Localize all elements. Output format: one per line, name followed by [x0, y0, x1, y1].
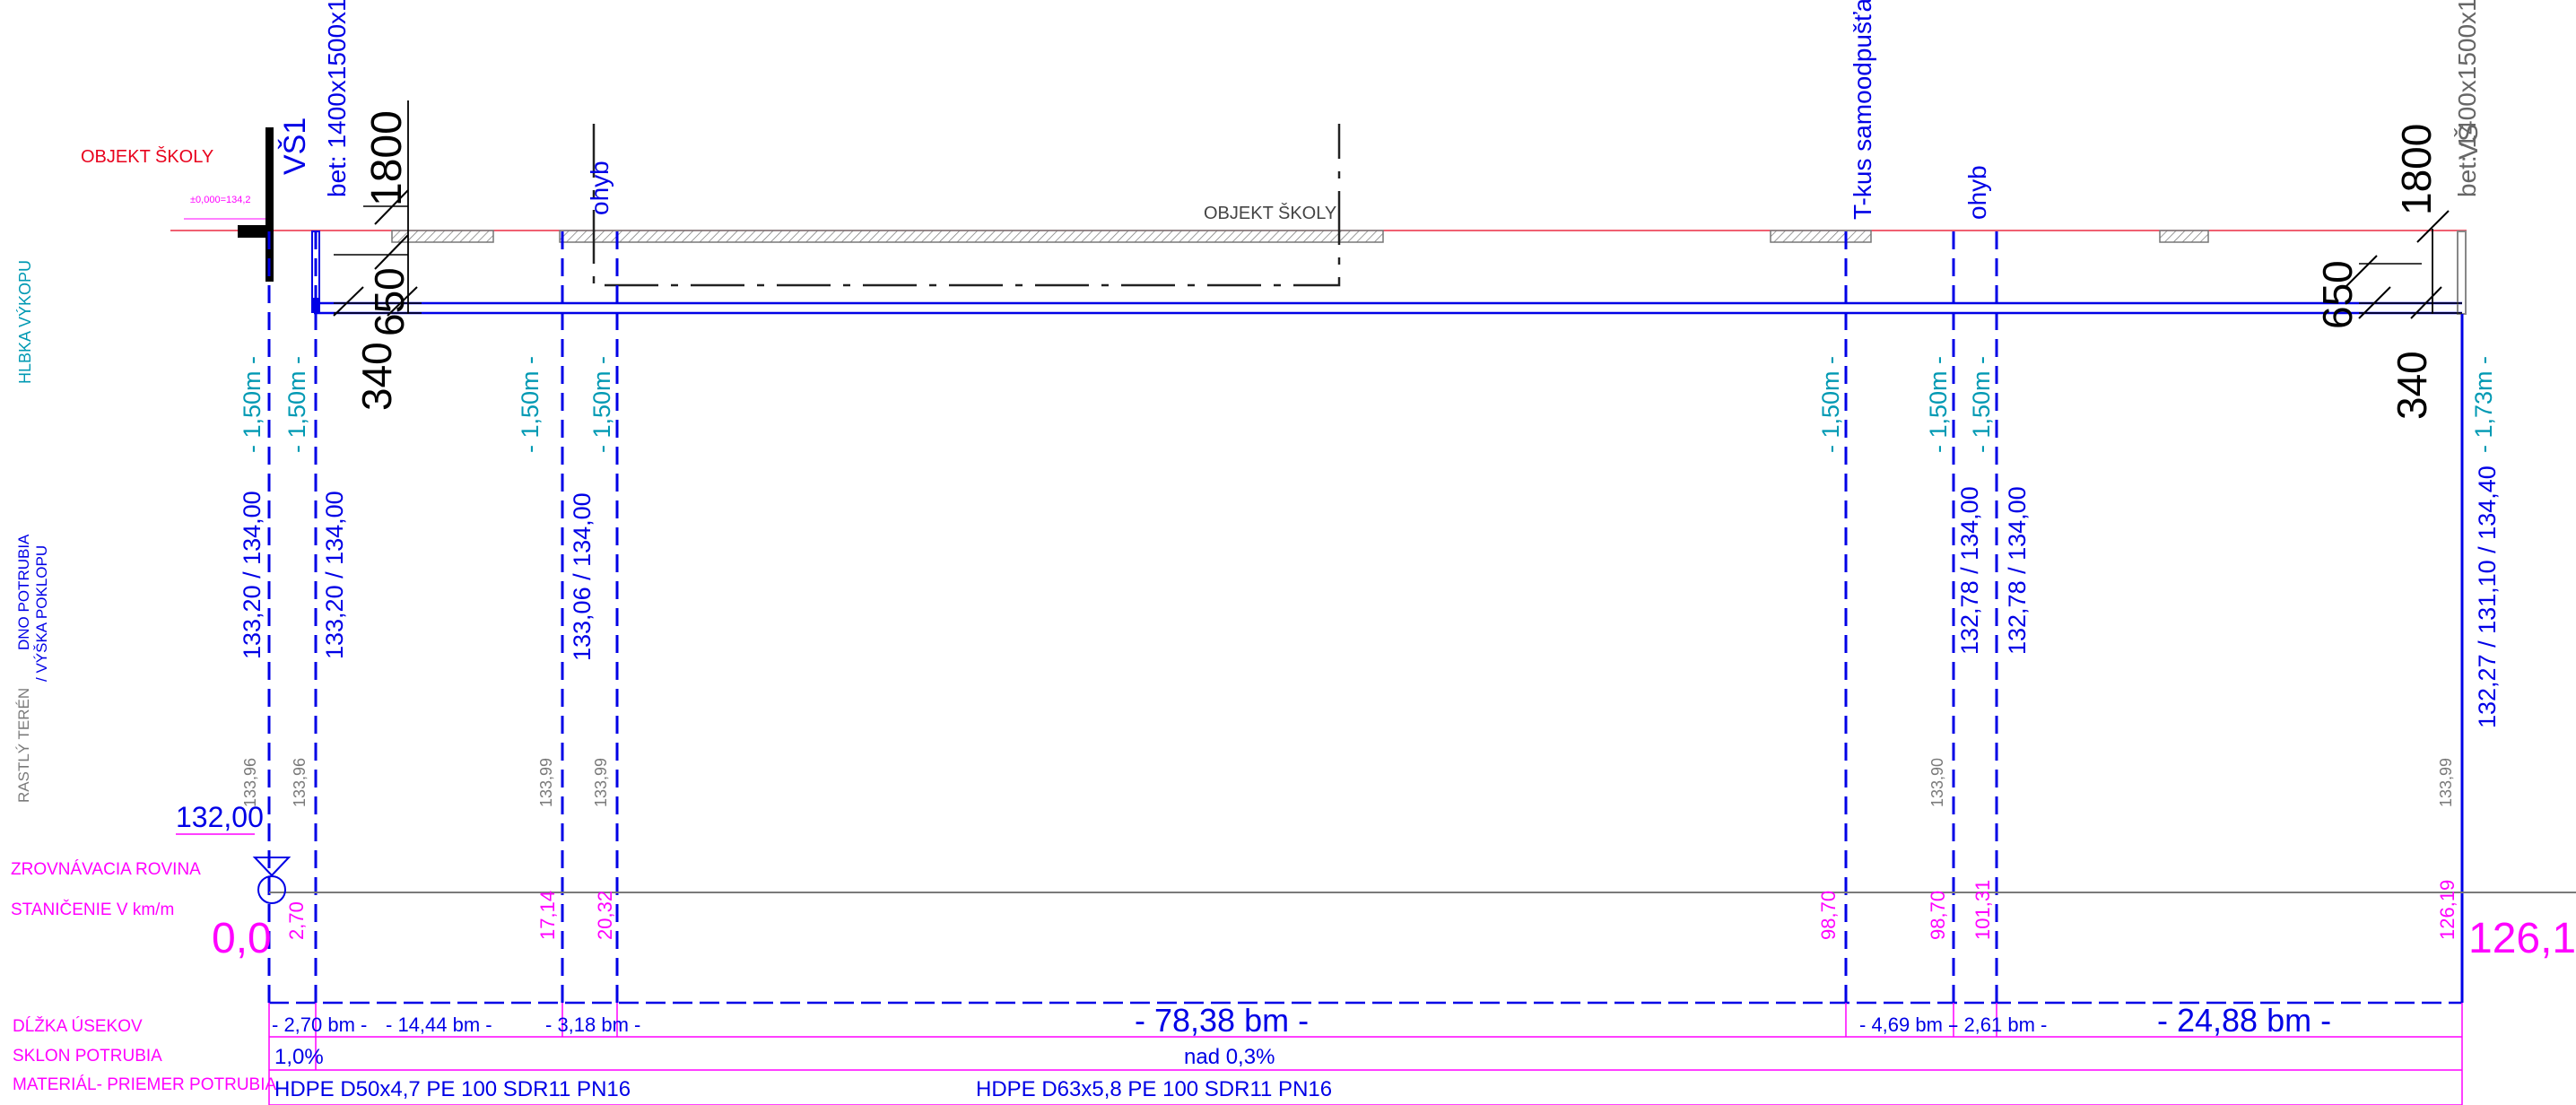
depth-value: - 1,50m - [283, 356, 310, 453]
manhole-end-name: VŠ [2453, 124, 2484, 160]
manhole-vs1-spec: bet: 1400x1500x1800 [323, 0, 351, 197]
manhole-vs1-dim-mid: 650 [366, 267, 413, 336]
chainage-start: 0,0 [212, 915, 272, 962]
datum-marker-circle [257, 875, 286, 904]
slope-value: nad 0,3% [1184, 1045, 1275, 1069]
terrain-value: 133,99 [2437, 758, 2455, 807]
segment-length: - 3,18 bm - [545, 1014, 640, 1036]
dim-tick [2416, 210, 2450, 243]
row-label-invert-1: DNO POTRUBIA [15, 534, 32, 650]
row-label-datum-plane: ZROVNÁVACIA ROVINA [11, 860, 201, 879]
hatched-slab [391, 230, 494, 243]
manhole-vs1-dim-bottom: 340 [353, 342, 400, 411]
manhole-end-dim-mid: 650 [2314, 260, 2361, 329]
manhole-vs1-bottom [313, 298, 319, 311]
chainage-value: 98,70 [1927, 891, 1949, 940]
station-label-tkus: T-kus samoodpušťací ventil [1849, 0, 1876, 220]
object-label: OBJEKT ŠKOLY [81, 146, 213, 167]
segment-length: - 78,38 bm - [1135, 1002, 1309, 1039]
terrain-value: 133,96 [291, 758, 309, 807]
station-label-ohyb: ohyb [586, 161, 614, 215]
datum-note: ±0,000=134,2 [190, 195, 251, 205]
row-label-depth: HLBKA VÝKOPU [16, 260, 34, 384]
manhole-vs1-dim-depth: 1800 [363, 110, 411, 206]
segment-length: - 24,88 bm - [2157, 1002, 2331, 1039]
dim-tick [333, 286, 364, 317]
slope-value: 1,0% [274, 1045, 324, 1069]
depth-value: - 1,50m - [588, 356, 615, 453]
manhole-end-dim-bottom: 340 [2389, 351, 2435, 420]
depth-value: - 1,73m - [2470, 356, 2497, 453]
station-lines [267, 231, 1998, 1003]
chainage-end: 126,19 [2468, 915, 2576, 962]
datum-value: 132,00 [176, 801, 264, 833]
segment-length: - 4,69 bm - [1859, 1014, 1954, 1036]
chainage-value: 17,14 [536, 891, 559, 940]
building-wall [238, 225, 266, 238]
row-label-segment-length: DĹŽKA ÚSEKOV [13, 1016, 143, 1036]
dim-tick [2358, 286, 2391, 319]
manhole-end-spec: bet: 1400x1500x1800 [2453, 0, 2481, 197]
row-label-slope: SKLON POTRUBIA [13, 1047, 162, 1066]
material-value: HDPE D63x5,8 PE 100 SDR11 PN16 [976, 1077, 1332, 1101]
manhole-vs1-name: VŠ1 [278, 117, 312, 175]
building-outline [592, 124, 1341, 287]
depth-value: - 1,50m - [239, 356, 265, 453]
dim-tick [2345, 255, 2378, 288]
material-value: HDPE D50x4,7 PE 100 SDR11 PN16 [274, 1077, 631, 1101]
hatched-slab [1770, 230, 1872, 243]
depth-value: - 1,50m - [1817, 356, 1844, 453]
building-label: OBJEKT ŠKOLY [1204, 203, 1336, 223]
row-label-invert-2: / VÝŠKA POKLOPU [33, 545, 50, 682]
terrain-value: 133,90 [1928, 758, 1946, 807]
terrain-value: 133,99 [537, 758, 555, 807]
manhole-end-dim-depth: 1800 [2393, 124, 2440, 215]
invert-value: 132,78 / 134,00 [1956, 486, 1983, 655]
chainage-value: 98,70 [1817, 891, 1840, 940]
segment-length: - 2,61 bm - [1952, 1014, 2047, 1036]
chainage-value: 20,32 [594, 891, 616, 940]
hatched-slab [559, 230, 1384, 243]
datum-marker-triangle [252, 857, 292, 877]
depth-value: - 1,50m - [1968, 356, 1995, 453]
dim-tick [374, 189, 409, 225]
hatched-slab [2159, 230, 2209, 243]
invert-value: 133,20 / 134,00 [321, 491, 348, 659]
dim-tick [374, 234, 409, 270]
table-grid [268, 1003, 2463, 1105]
chainage-value: 126,19 [2436, 880, 2459, 940]
invert-value: 132,27 / 131,10 / 134,40 [2474, 465, 2501, 728]
building-wall-post [265, 127, 274, 282]
row-label-material: MATERIÁL- PRIEMER POTRUBIA [13, 1075, 277, 1094]
segment-length: - 2,70 bm - [272, 1014, 367, 1036]
terrain-value: 133,96 [241, 758, 259, 807]
station-label-ohyb: ohyb [1963, 165, 1991, 220]
dim-tick [387, 286, 418, 317]
row-label-chainage: STANIČENIE V km/m [11, 900, 174, 919]
invert-value: 132,78 / 134,00 [2004, 486, 2031, 655]
row-label-terrain: RASTLÝ TERÉN [15, 688, 32, 803]
manhole-end [2457, 231, 2467, 315]
depth-value: - 1,50m - [1925, 356, 1952, 453]
segment-length: - 14,44 bm - [386, 1014, 492, 1036]
chainage-value: 2,70 [285, 901, 308, 940]
chainage-value: 101,31 [1971, 880, 1994, 940]
depth-value: - 1,50m - [517, 356, 544, 453]
invert-value: 133,20 / 134,00 [239, 491, 265, 659]
terrain-value: 133,99 [592, 758, 610, 807]
dim-tick [2410, 286, 2442, 319]
invert-value: 133,06 / 134,00 [569, 492, 596, 661]
